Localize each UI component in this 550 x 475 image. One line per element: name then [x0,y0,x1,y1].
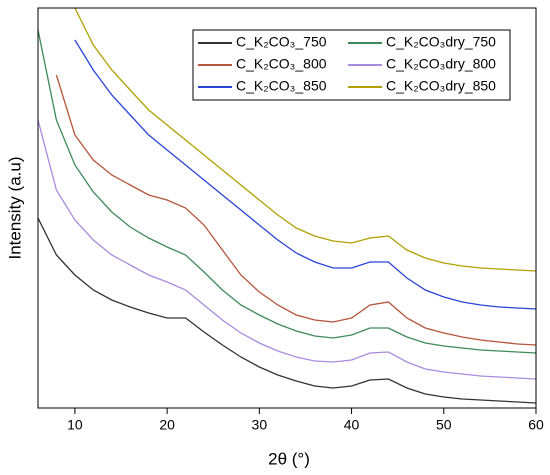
legend-label: C_K₂CO₃_800 [236,56,327,72]
x-tick-label: 40 [344,417,360,433]
plot-lines [38,8,536,404]
legend-label: C_K₂CO₃dry_750 [386,34,496,50]
x-tick-label: 60 [528,417,544,433]
x-tick-label: 10 [67,417,83,433]
data-line [38,29,536,354]
data-line [74,39,536,310]
x-tick-label: 20 [159,417,175,433]
data-line [55,74,536,346]
data-line [38,119,536,380]
x-axis-title: 2θ (°) [268,449,310,468]
data-line [74,8,536,272]
x-tick-label: 50 [436,417,452,433]
data-line [38,217,536,404]
legend-label: C_K₂CO₃_750 [236,34,327,50]
x-tick-label: 30 [252,417,268,433]
plot-frame [37,7,537,409]
y-axis-title: Intensity (a.u) [5,157,24,260]
legend-label: C_K₂CO₃_850 [236,78,327,94]
legend-label: C_K₂CO₃dry_850 [386,78,496,94]
legend-label: C_K₂CO₃dry_800 [386,56,496,72]
